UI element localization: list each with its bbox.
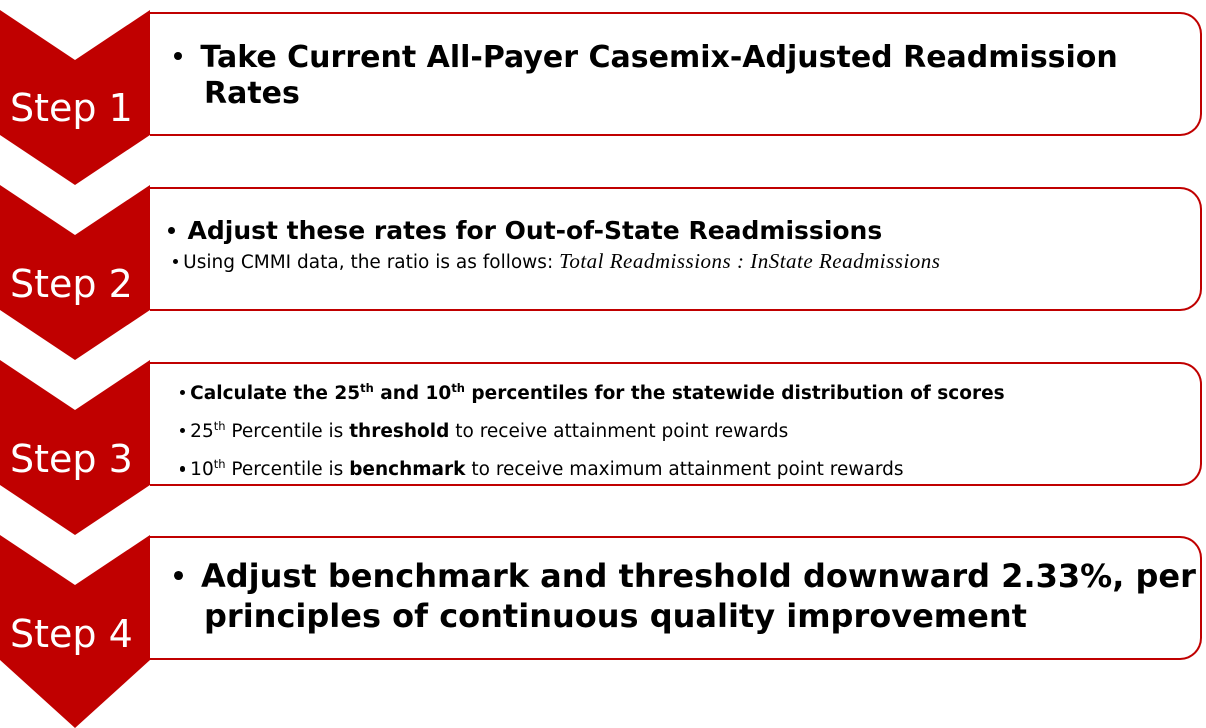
text: 25	[190, 421, 214, 443]
bullet-dot	[180, 390, 186, 396]
text: Adjust these rates for Out-of-State Read…	[187, 216, 883, 245]
step-text: Adjust these rates for Out-of-State Read…	[168, 214, 1198, 276]
chevron	[0, 360, 150, 535]
step-text: Calculate the 25th and 10th percentiles …	[168, 375, 1198, 480]
bullet: Using CMMI data, the ratio is as follows…	[173, 248, 1203, 276]
bullet: 10th Percentile is benchmark to receive …	[180, 451, 1206, 483]
bullet-dot	[168, 226, 175, 234]
chevron	[0, 185, 150, 360]
text: th	[360, 381, 374, 395]
step-text: Take Current All-Payer Casemix-Adjusted …	[168, 40, 1198, 112]
chevron	[0, 535, 150, 728]
text: th	[451, 381, 465, 395]
text: Adjust benchmark and threshold downward …	[200, 557, 1196, 635]
text: to receive maximum attainment point rewa…	[465, 459, 904, 481]
text: Using CMMI data, the ratio is as follows…	[183, 252, 560, 273]
text: and 10	[373, 383, 452, 405]
bullet-dot	[173, 258, 179, 265]
bullet-dot	[180, 428, 186, 434]
text: Calculate the 25	[190, 383, 361, 405]
bullet: Calculate the 25th and 10th percentiles …	[180, 375, 1206, 407]
text: 10	[190, 459, 214, 481]
text: Take Current All-Payer Casemix-Adjusted …	[200, 40, 1118, 111]
step-box	[150, 187, 1202, 311]
step-label: Step 4	[10, 612, 133, 656]
chevron	[0, 10, 150, 185]
bullet-dot	[180, 466, 186, 472]
bullet-dot	[174, 51, 183, 61]
bullet: Adjust these rates for Out-of-State Read…	[168, 214, 1198, 248]
text: benchmark	[349, 459, 466, 481]
text: Percentile is	[225, 421, 350, 443]
text: th	[213, 419, 226, 434]
step-label: Step 2	[10, 262, 133, 306]
bullet: 25th Percentile is threshold to receive …	[180, 413, 1206, 445]
step-text: Adjust benchmark and threshold downward …	[168, 556, 1198, 636]
text: to receive attainment point rewards	[449, 421, 789, 443]
step-box	[150, 362, 1202, 486]
step-box	[150, 12, 1202, 136]
step-label: Step 3	[10, 437, 133, 481]
text: th	[213, 457, 226, 472]
text: Percentile is	[225, 459, 350, 481]
text: threshold	[349, 421, 450, 443]
bullet: Adjust benchmark and threshold downward …	[168, 556, 1198, 636]
bullet: Take Current All-Payer Casemix-Adjusted …	[168, 40, 1198, 112]
step-label: Step 1	[10, 86, 133, 130]
formula: Total Readmissions : InState Readmission…	[559, 249, 941, 273]
step-box	[150, 536, 1202, 660]
text: percentiles for the statewide distributi…	[464, 383, 1005, 405]
bullet-dot	[174, 570, 183, 580]
